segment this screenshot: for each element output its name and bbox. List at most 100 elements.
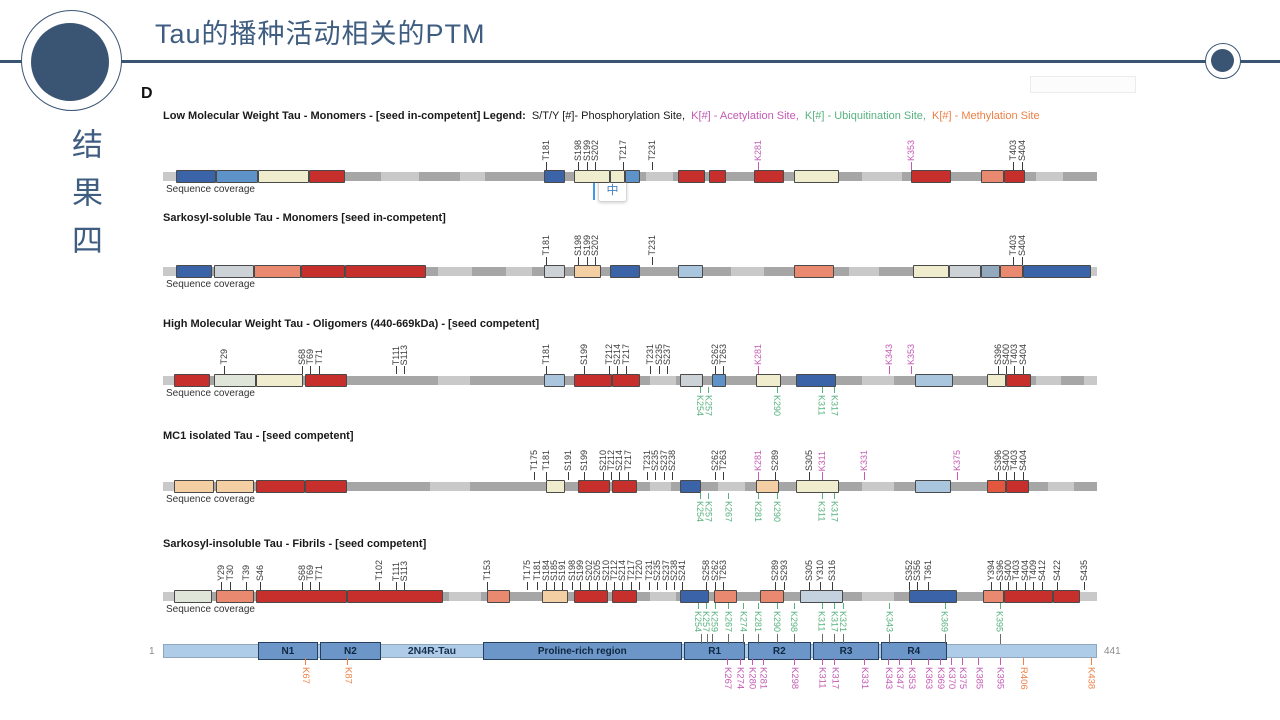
domain-site-label: K67 <box>299 667 311 684</box>
coverage-gap <box>459 172 485 181</box>
coverage-segment <box>609 170 625 183</box>
domain-site-label: K395 <box>994 667 1006 690</box>
coverage-segment <box>173 590 212 603</box>
site-tick <box>1005 472 1007 480</box>
site-tick <box>229 582 231 590</box>
coverage-segment <box>304 480 348 493</box>
site-tick <box>889 366 891 374</box>
site-label: T175 <box>521 560 532 581</box>
site-tick <box>758 366 760 374</box>
domain-site-tick <box>999 658 1001 665</box>
coverage-segment <box>1005 374 1032 387</box>
domain-site-label: R406 <box>1017 667 1029 690</box>
coverage-segment <box>1052 590 1081 603</box>
domain-connector-tick <box>842 634 844 644</box>
site-tick <box>842 603 844 609</box>
site-tick <box>588 582 590 590</box>
site-tick <box>546 366 548 374</box>
site-tick <box>545 582 547 590</box>
site-label: K311 <box>816 450 827 471</box>
domain-site-label: K280 <box>746 667 758 690</box>
site-tick <box>310 366 312 374</box>
site-tick <box>650 366 652 374</box>
site-label: K254 <box>692 611 703 633</box>
site-tick <box>743 603 745 609</box>
domain-site-tick <box>347 658 349 665</box>
domain-start-residue: 1 <box>149 646 155 657</box>
site-label: K317 <box>829 395 840 417</box>
coverage-segment <box>487 590 511 603</box>
site-tick <box>537 582 539 590</box>
site-tick <box>404 582 406 590</box>
domain-site-label: K363 <box>923 667 934 690</box>
track-title: Low Molecular Weight Tau - Monomers - [s… <box>163 110 481 122</box>
domain-site-label: K375 <box>956 667 968 690</box>
site-tick <box>706 582 708 590</box>
site-tick <box>834 603 836 609</box>
legend-prefix: Legend: <box>483 110 526 122</box>
site-tick <box>758 493 760 499</box>
site-tick <box>578 257 580 265</box>
coverage-gap <box>730 267 765 276</box>
site-label: T102 <box>374 560 385 581</box>
domain-site-label: K281 <box>757 667 769 690</box>
coverage-segment <box>347 590 443 603</box>
site-label: K375 <box>952 449 963 471</box>
coverage-gap <box>717 482 746 491</box>
coverage-segment <box>254 265 301 278</box>
coverage-gap <box>381 172 420 181</box>
figure-panel: D Legend: S/T/Y [#]- Phosphorylation Sit… <box>135 85 1147 720</box>
coverage-segment <box>573 374 612 387</box>
site-tick <box>667 366 669 374</box>
coverage-gap <box>861 172 903 181</box>
site-label: K331 <box>859 449 870 471</box>
domain-site-label: K370 <box>945 667 957 690</box>
domain-end-residue: 441 <box>1103 646 1121 657</box>
site-tick <box>597 582 599 590</box>
track-title: MC1 isolated Tau - [seed competent] <box>163 430 354 442</box>
domain-site-label: K274 <box>734 667 746 690</box>
site-tick <box>1013 162 1015 170</box>
site-tick <box>775 582 777 590</box>
site-label: S356 <box>911 559 922 581</box>
site-label: T181 <box>541 344 552 365</box>
site-tick <box>821 603 823 609</box>
site-label: K321 <box>837 611 848 633</box>
coverage-gap <box>163 376 174 385</box>
coverage-segment <box>544 374 566 387</box>
domain-site-tick <box>928 658 929 665</box>
site-label: S199 <box>579 449 590 471</box>
site-tick <box>301 582 303 590</box>
domain-connector-tick <box>700 634 702 644</box>
coverage-gap <box>650 376 676 385</box>
divider-line <box>0 60 1280 63</box>
site-tick <box>602 472 604 480</box>
coverage-segment <box>546 480 566 493</box>
site-tick <box>864 472 866 480</box>
site-tick <box>794 603 796 609</box>
sequence-coverage-label: Sequence coverage <box>166 184 255 195</box>
domain-site-tick <box>821 658 823 665</box>
site-tick <box>554 582 556 590</box>
coverage-segment <box>345 265 426 278</box>
site-tick <box>1021 162 1023 170</box>
site-label: K254 <box>694 395 705 417</box>
coverage-segment <box>1003 170 1025 183</box>
domain-region: N1 <box>258 642 318 660</box>
domain-site-label: K369 <box>934 667 946 690</box>
site-label: S46 <box>255 564 266 581</box>
coverage-segment <box>986 374 1006 387</box>
site-tick <box>622 162 624 170</box>
site-label: K317 <box>829 611 840 633</box>
domain-connector-tick <box>794 634 796 644</box>
site-tick <box>617 366 619 374</box>
site-tick <box>318 366 320 374</box>
domain-region: N2 <box>319 642 382 660</box>
site-label: S202 <box>589 139 600 161</box>
site-tick <box>396 582 397 590</box>
site-tick <box>777 387 779 393</box>
domain-site-tick <box>739 658 741 665</box>
domain-site-tick <box>762 658 764 665</box>
site-label: K353 <box>905 139 916 161</box>
site-tick <box>567 472 569 480</box>
